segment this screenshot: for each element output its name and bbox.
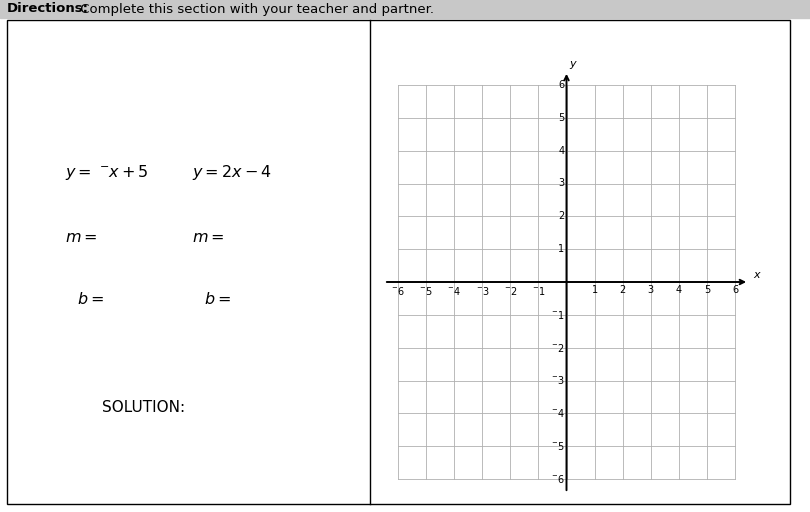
Text: $^{\mathsf{-}}$3: $^{\mathsf{-}}$3 <box>551 374 565 387</box>
Text: 4: 4 <box>676 285 682 295</box>
Text: 1: 1 <box>591 285 598 295</box>
Text: y: y <box>569 59 576 69</box>
Text: $^{\mathsf{-}}$5: $^{\mathsf{-}}$5 <box>551 440 565 452</box>
Text: $^{\mathsf{-}}$6: $^{\mathsf{-}}$6 <box>551 473 565 485</box>
Text: $^{\mathsf{-}}$2: $^{\mathsf{-}}$2 <box>504 285 517 297</box>
Text: $^{\mathsf{-}}$5: $^{\mathsf{-}}$5 <box>420 285 433 297</box>
Text: $m =$: $m =$ <box>192 229 224 245</box>
Text: $b =$: $b =$ <box>204 291 231 307</box>
Text: 3: 3 <box>558 179 565 188</box>
Text: $^{\mathsf{-}}$1: $^{\mathsf{-}}$1 <box>551 309 565 321</box>
Text: 1: 1 <box>558 244 565 254</box>
Text: Complete this section with your teacher and partner.: Complete this section with your teacher … <box>76 3 434 15</box>
Text: Directions:: Directions: <box>7 3 89 15</box>
Text: $^{\mathsf{-}}$4: $^{\mathsf{-}}$4 <box>551 408 565 419</box>
Text: 4: 4 <box>558 146 565 156</box>
Text: $^{\mathsf{-}}$4: $^{\mathsf{-}}$4 <box>447 285 461 297</box>
Bar <box>0 0 810 18</box>
Text: $m =$: $m =$ <box>65 229 97 245</box>
Text: 5: 5 <box>558 113 565 123</box>
Text: 2: 2 <box>620 285 626 295</box>
Text: $y = 2x - 4$: $y = 2x - 4$ <box>192 162 272 181</box>
Text: SOLUTION:: SOLUTION: <box>102 399 185 415</box>
Text: 6: 6 <box>558 80 565 90</box>
Text: 3: 3 <box>648 285 654 295</box>
Text: x: x <box>753 270 760 280</box>
Text: $^{\mathsf{-}}$2: $^{\mathsf{-}}$2 <box>551 342 565 354</box>
Text: $y = \,^-\!x + 5$: $y = \,^-\!x + 5$ <box>65 162 149 181</box>
Text: $^{\mathsf{-}}$3: $^{\mathsf{-}}$3 <box>475 285 489 297</box>
Text: 5: 5 <box>704 285 710 295</box>
Text: $^{\mathsf{-}}$6: $^{\mathsf{-}}$6 <box>391 285 405 297</box>
Text: $b =$: $b =$ <box>77 291 104 307</box>
Text: 2: 2 <box>558 211 565 221</box>
Text: $^{\mathsf{-}}$1: $^{\mathsf{-}}$1 <box>531 285 545 297</box>
Text: 6: 6 <box>732 285 738 295</box>
